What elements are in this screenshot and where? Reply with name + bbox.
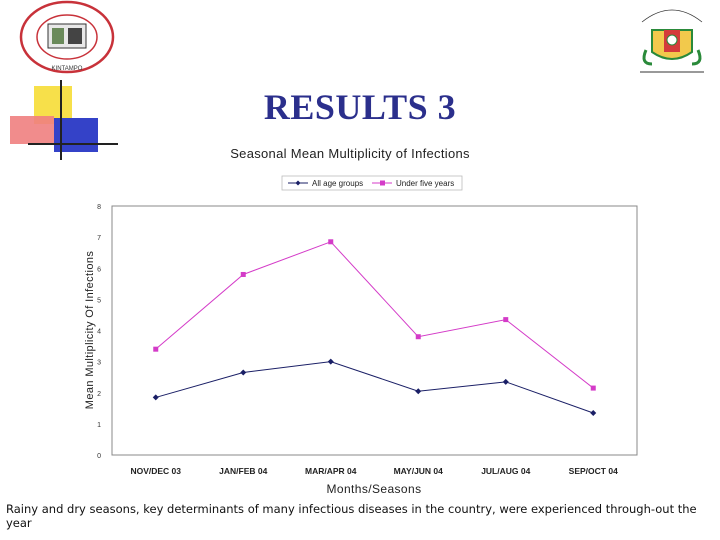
kintampo-health-research-centre-logo: KINTAMPO: [18, 0, 116, 78]
data-point-under-five-years: [153, 346, 159, 352]
deco-line-vertical: [60, 80, 62, 160]
x-tick-label: SEP/OCT 04: [569, 466, 618, 476]
svg-text:KINTAMPO: KINTAMPO: [52, 66, 83, 72]
x-tick-label: JUL/AUG 04: [481, 466, 530, 476]
data-point-all-age-groups: [240, 369, 247, 376]
x-tick-label: MAR/APR 04: [305, 466, 357, 476]
deco-block-red: [10, 116, 54, 144]
data-point-under-five-years: [415, 334, 421, 340]
x-tick-label: JAN/FEB 04: [219, 466, 267, 476]
x-tick-label: NOV/DEC 03: [130, 466, 181, 476]
chart-title: Seasonal Mean Multiplicity of Infections: [230, 146, 470, 161]
data-point-under-five-years: [590, 385, 596, 391]
series-line-under-five-years: [155, 241, 594, 389]
y-tick-label: 4: [97, 329, 101, 336]
data-point-all-age-groups: [502, 378, 509, 385]
y-tick-label: 3: [97, 360, 101, 367]
slide-title: RESULTS 3: [263, 87, 457, 127]
slide-caption: Rainy and dry seasons, key determinants …: [6, 502, 697, 530]
legend-label-under-five-years: Under five years: [396, 179, 454, 188]
y-tick-label: 0: [97, 453, 101, 460]
data-point-under-five-years: [240, 271, 246, 277]
y-tick-label: 7: [97, 235, 101, 242]
data-point-all-age-groups: [415, 388, 422, 395]
data-point-under-five-years: [503, 317, 509, 323]
y-axis-label: Mean Multiplicity Of Infections: [84, 251, 96, 410]
data-point-all-age-groups: [152, 394, 159, 401]
y-tick-label: 2: [97, 391, 101, 398]
legend-item-all-age-groups: All age groups: [288, 179, 363, 188]
deco-line-horizontal: [28, 143, 118, 145]
y-tick-label: 5: [97, 297, 101, 304]
series-line-all-age-groups: [155, 361, 594, 414]
data-point-under-five-years: [328, 239, 334, 245]
chart-plot-area: [111, 205, 638, 456]
legend-label-all-age-groups: All age groups: [312, 179, 363, 188]
ghana-health-service-logo: [630, 0, 714, 80]
x-tick-label: MAY/JUN 04: [394, 466, 444, 476]
y-tick-label: 1: [97, 422, 101, 429]
data-point-all-age-groups: [590, 409, 597, 416]
y-tick-label: 6: [97, 266, 101, 273]
x-axis-label: Months/Seasons: [327, 482, 422, 496]
legend-item-under-five-years: Under five years: [372, 179, 454, 188]
y-tick-label: 8: [97, 204, 101, 211]
data-point-all-age-groups: [327, 358, 334, 365]
